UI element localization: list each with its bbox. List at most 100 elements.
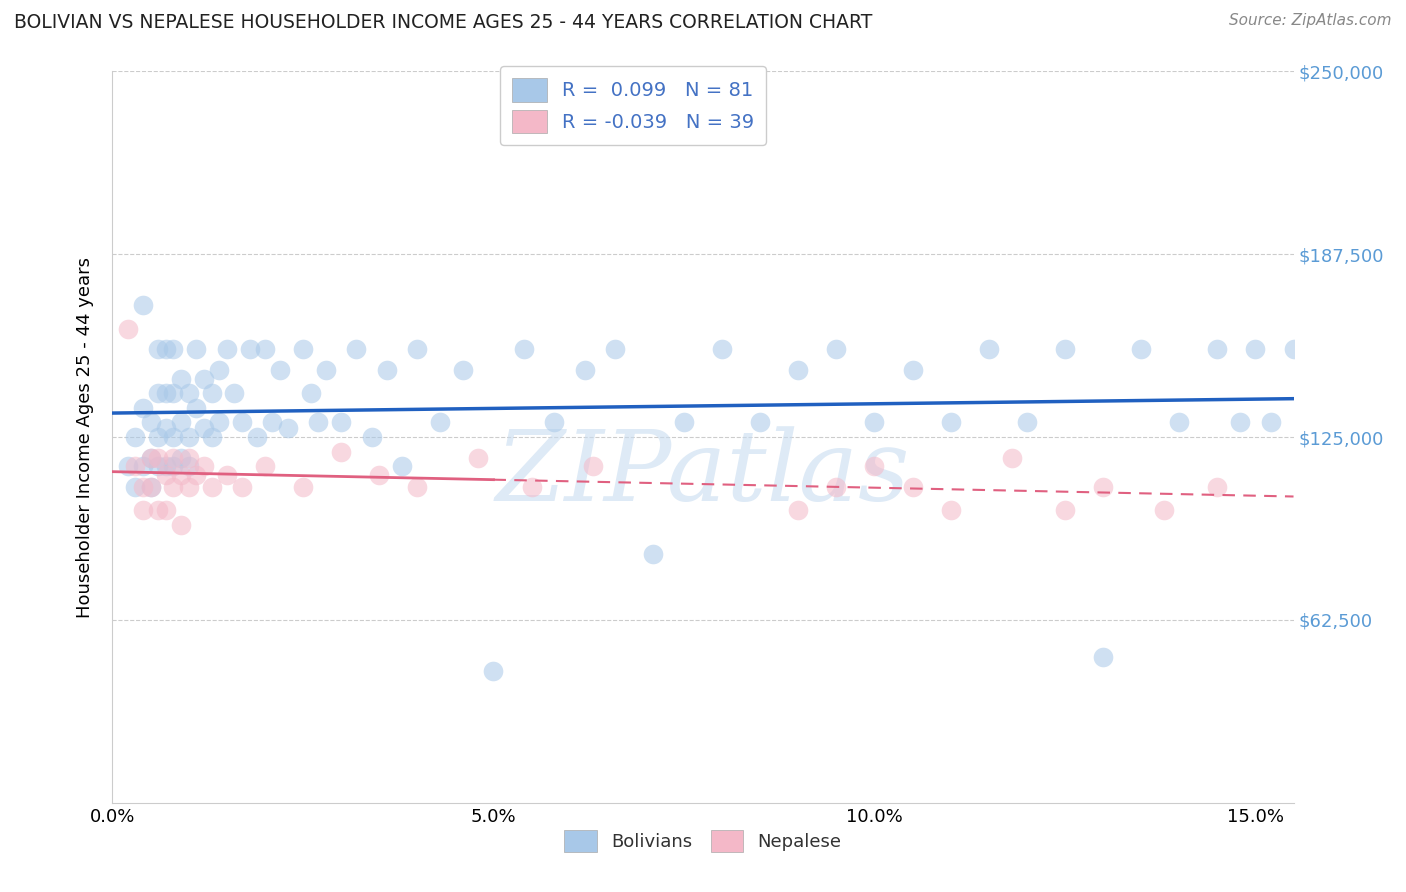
Point bbox=[1260, 416, 1282, 430]
Point bbox=[643, 547, 665, 561]
Point bbox=[200, 480, 222, 494]
Point bbox=[170, 468, 193, 483]
Point bbox=[148, 459, 170, 474]
Point bbox=[1053, 343, 1076, 357]
Point bbox=[239, 343, 262, 357]
Point bbox=[513, 343, 536, 357]
Point bbox=[200, 386, 222, 401]
Point bbox=[117, 459, 139, 474]
Point bbox=[162, 480, 184, 494]
Point bbox=[291, 480, 314, 494]
Point bbox=[574, 363, 596, 377]
Point bbox=[825, 343, 848, 357]
Point bbox=[1153, 503, 1175, 517]
Point bbox=[291, 343, 314, 357]
Point bbox=[391, 459, 413, 474]
Text: BOLIVIAN VS NEPALESE HOUSEHOLDER INCOME AGES 25 - 44 YEARS CORRELATION CHART: BOLIVIAN VS NEPALESE HOUSEHOLDER INCOME … bbox=[14, 13, 873, 32]
Point bbox=[170, 450, 193, 465]
Point bbox=[155, 343, 177, 357]
Point bbox=[193, 459, 215, 474]
Point bbox=[132, 503, 155, 517]
Point bbox=[124, 459, 146, 474]
Point bbox=[1092, 649, 1115, 664]
Point bbox=[711, 343, 734, 357]
Point bbox=[901, 480, 924, 494]
Point bbox=[299, 386, 322, 401]
Point bbox=[155, 503, 177, 517]
Legend: Bolivians, Nepalese: Bolivians, Nepalese bbox=[557, 823, 849, 860]
Point bbox=[581, 459, 603, 474]
Point bbox=[262, 416, 284, 430]
Point bbox=[1168, 416, 1191, 430]
Point bbox=[269, 363, 291, 377]
Y-axis label: Householder Income Ages 25 - 44 years: Householder Income Ages 25 - 44 years bbox=[76, 257, 94, 617]
Point bbox=[193, 421, 215, 435]
Point bbox=[787, 363, 810, 377]
Point bbox=[368, 468, 391, 483]
Point bbox=[148, 430, 170, 444]
Point bbox=[132, 298, 155, 312]
Point bbox=[749, 416, 772, 430]
Point bbox=[208, 363, 231, 377]
Point bbox=[148, 343, 170, 357]
Point bbox=[1092, 480, 1115, 494]
Point bbox=[406, 480, 429, 494]
Point bbox=[825, 480, 848, 494]
Point bbox=[186, 343, 208, 357]
Point bbox=[148, 450, 170, 465]
Point bbox=[253, 459, 276, 474]
Point bbox=[139, 450, 162, 465]
Point bbox=[344, 343, 367, 357]
Text: ZIPatlas: ZIPatlas bbox=[496, 426, 910, 521]
Point bbox=[177, 430, 200, 444]
Point bbox=[139, 416, 162, 430]
Point bbox=[375, 363, 398, 377]
Point bbox=[162, 450, 184, 465]
Point bbox=[132, 401, 155, 415]
Point bbox=[1130, 343, 1153, 357]
Point bbox=[177, 459, 200, 474]
Point bbox=[467, 450, 489, 465]
Point bbox=[901, 363, 924, 377]
Point bbox=[124, 430, 146, 444]
Point bbox=[315, 363, 337, 377]
Point bbox=[132, 459, 155, 474]
Point bbox=[605, 343, 627, 357]
Point bbox=[117, 322, 139, 336]
Point bbox=[132, 480, 155, 494]
Point bbox=[863, 416, 886, 430]
Point bbox=[231, 480, 253, 494]
Point bbox=[429, 416, 451, 430]
Point bbox=[1000, 450, 1022, 465]
Point bbox=[1229, 416, 1251, 430]
Point bbox=[170, 517, 193, 532]
Point bbox=[177, 450, 200, 465]
Point bbox=[224, 386, 246, 401]
Point bbox=[170, 416, 193, 430]
Point bbox=[193, 371, 215, 385]
Text: Source: ZipAtlas.com: Source: ZipAtlas.com bbox=[1229, 13, 1392, 29]
Point bbox=[520, 480, 543, 494]
Point bbox=[330, 416, 353, 430]
Point bbox=[482, 664, 505, 678]
Point bbox=[215, 468, 238, 483]
Point bbox=[200, 430, 222, 444]
Point bbox=[177, 386, 200, 401]
Point bbox=[330, 444, 353, 458]
Point bbox=[208, 416, 231, 430]
Point bbox=[1015, 416, 1038, 430]
Point bbox=[170, 371, 193, 385]
Point bbox=[155, 421, 177, 435]
Point bbox=[1206, 343, 1229, 357]
Point bbox=[672, 416, 695, 430]
Point bbox=[139, 480, 162, 494]
Point bbox=[162, 386, 184, 401]
Point bbox=[863, 459, 886, 474]
Point bbox=[186, 401, 208, 415]
Point bbox=[246, 430, 269, 444]
Point bbox=[787, 503, 810, 517]
Point bbox=[406, 343, 429, 357]
Point bbox=[543, 416, 565, 430]
Point bbox=[139, 480, 162, 494]
Point bbox=[253, 343, 276, 357]
